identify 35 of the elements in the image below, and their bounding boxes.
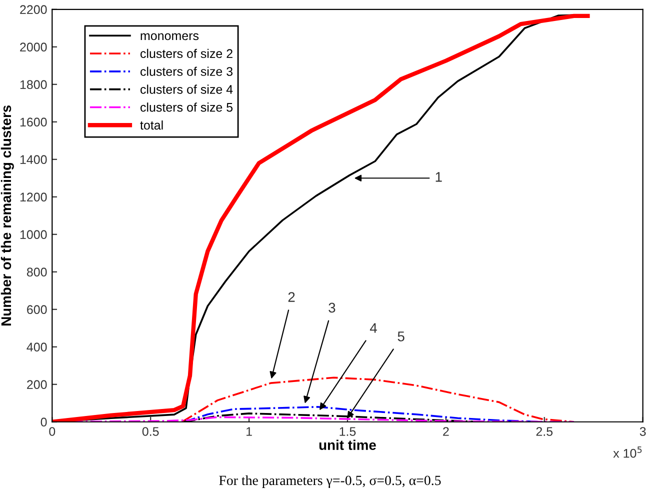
y-tick-label: 1400 [20,155,47,164]
x-tick-label: 1 [246,427,252,436]
annotation: 2 [288,292,295,302]
y-tick-label: 0 [40,418,47,427]
legend-label: clusters of size 3 [140,66,233,76]
y-tick-label: 800 [26,268,47,277]
y-tick-label: 1600 [20,118,47,127]
legend-label: monomers [140,33,199,40]
y-tick-label: 2200 [20,5,47,14]
annotation: 1 [436,172,442,182]
y-tick-label: 1200 [20,192,47,202]
x-axis-title: unit time [319,440,376,450]
y-tick-label: 200 [27,380,47,390]
y-tick-label: 1000 [20,230,47,240]
text: x 10$^{5}$ [613,446,642,458]
x-tick-label: 3 [640,427,646,436]
text: For the parameters γ=-0.5, σ=0.5, α=0.5 [219,475,441,488]
x-tick-label: 0 [49,427,56,436]
y-axis-title: Number of the remaining clusters [0,105,14,326]
legend-label: clusters of size 5 [140,102,233,112]
annotation: 3 [328,302,336,313]
legend-label: clusters of size 4 [140,84,233,94]
x-tick-label: 1.5 [340,427,356,436]
legend-label: total [140,120,163,130]
line-series [183,406,544,422]
y-tick-label: 400 [26,342,47,352]
x-tick-label: 2 [443,427,449,436]
annotation: 4 [370,323,377,333]
x-tick-label: 2.5 [536,427,553,436]
legend-label: clusters of size 2 [140,48,232,58]
annotation: 5 [398,332,404,342]
y-tick-label: 2000 [20,42,47,52]
y-tick-label: 600 [27,305,47,314]
y-tick-label: 1800 [20,80,47,90]
x-tick-label: 0.5 [142,427,159,436]
